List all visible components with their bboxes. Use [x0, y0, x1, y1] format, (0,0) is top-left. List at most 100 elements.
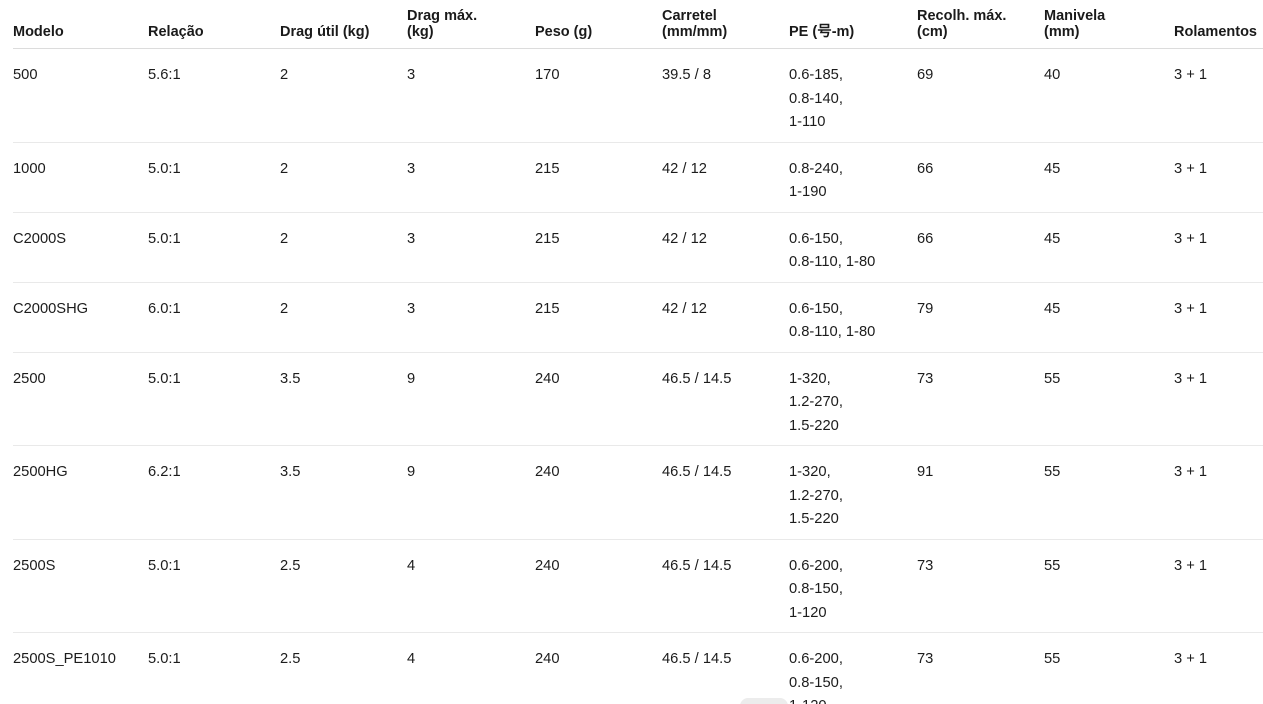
header-label-line: Rolamentos — [1174, 24, 1257, 40]
cell-manivela: 40 — [1044, 48, 1174, 143]
cell-carretel: 46.5 / 14.5 — [662, 632, 789, 704]
cell-pe: 0.6-150, 0.8-110, 1-80 — [789, 282, 917, 353]
table-header: Modelo Relação Drag útil (kg) Drag máx. (kg)… — [13, 0, 1263, 49]
header-label-line: Carretel — [662, 8, 717, 24]
cell-manivela: 45 — [1044, 212, 1174, 283]
cell-carretel: 42 / 12 — [662, 142, 789, 213]
header-label-line: Recolh. máx. — [917, 8, 1007, 24]
cell-modelo: C2000S — [13, 212, 148, 283]
cell-modelo: C2000SHG — [13, 282, 148, 353]
cell-rolamentos: 3 + 1 — [1174, 539, 1263, 633]
cell-recolh: 79 — [917, 282, 1044, 353]
bottom-partial-pill — [740, 698, 788, 704]
cell-drag_max: 9 — [407, 352, 535, 446]
pe-line: 0.6-150, — [789, 230, 843, 247]
cell-drag_util: 2.5 — [280, 632, 407, 704]
cell-pe: 0.6-150, 0.8-110, 1-80 — [789, 212, 917, 283]
cell-recolh: 91 — [917, 445, 1044, 540]
cell-peso: 215 — [535, 212, 662, 283]
pe-line: 0.8-140, — [789, 90, 843, 107]
table-row: 2500 5.0:1 3.5 9 240 46.5 / 14.5 1-320, 1.2-270… — [13, 352, 1263, 446]
cell-modelo: 1000 — [13, 142, 148, 213]
cell-relacao: 5.0:1 — [148, 142, 280, 213]
cell-recolh: 66 — [917, 142, 1044, 213]
header-label-line: Drag útil (kg) — [280, 24, 370, 40]
cell-relacao: 5.0:1 — [148, 539, 280, 633]
cell-drag_max: 3 — [407, 142, 535, 213]
cell-modelo: 2500HG — [13, 445, 148, 540]
cell-carretel: 42 / 12 — [662, 282, 789, 353]
pe-line: 0.8-110, 1-80 — [789, 254, 876, 270]
cell-relacao: 5.0:1 — [148, 212, 280, 283]
table-row: C2000S 5.0:1 2 3 215 42 / 12 0.6-150, 0.8-110, … — [13, 212, 1263, 283]
cell-rolamentos: 3 + 1 — [1174, 352, 1263, 446]
pe-line: 0.6-150, — [789, 300, 843, 317]
pe-line: 0.8-110, 1-80 — [789, 324, 876, 340]
cell-peso: 240 — [535, 352, 662, 446]
header-cell-recolh: Recolh. máx. (cm) — [917, 0, 1044, 49]
pe-line: 0.6-185, — [789, 67, 843, 83]
cell-drag_max: 3 — [407, 212, 535, 283]
cell-drag_util: 2 — [280, 48, 407, 143]
header-label-line: (kg) — [407, 24, 434, 40]
table-body: 500 5.6:1 2 3 170 39.5 / 8 0.6-185, 0.8-140, 1-1… — [13, 48, 1263, 704]
cell-pe: 1-320, 1.2-270, 1.5-220 — [789, 445, 917, 540]
cell-drag_util: 2 — [280, 212, 407, 283]
header-row: Modelo Relação Drag útil (kg) Drag máx. (kg)… — [13, 0, 1263, 49]
table-row: 2500HG 6.2:1 3.5 9 240 46.5 / 14.5 1-320, 1.2-2… — [13, 445, 1263, 540]
header-label-line: PE (号-m) — [789, 24, 855, 40]
cell-recolh: 69 — [917, 48, 1044, 143]
header-cell-drag_util: Drag útil (kg) — [280, 0, 407, 49]
header-label-line: Peso (g) — [535, 24, 593, 40]
cell-drag_util: 2 — [280, 282, 407, 353]
header-cell-manivela: Manivela (mm) — [1044, 0, 1174, 49]
cell-pe: 0.6-185, 0.8-140, 1-110 — [789, 48, 917, 143]
pe-line: 1-120 — [789, 695, 905, 704]
cell-modelo: 2500 — [13, 352, 148, 446]
cell-peso: 215 — [535, 282, 662, 353]
cell-drag_util: 3.5 — [280, 352, 407, 446]
cell-drag_max: 4 — [407, 632, 535, 704]
cell-manivela: 55 — [1044, 352, 1174, 446]
cell-relacao: 5.0:1 — [148, 352, 280, 446]
cell-rolamentos: 3 + 1 — [1174, 142, 1263, 213]
cell-drag_util: 2.5 — [280, 539, 407, 633]
header-cell-relacao: Relação — [148, 0, 280, 49]
table-row: 1000 5.0:1 2 3 215 42 / 12 0.8-240, 1-190 66 45 3 … — [13, 142, 1263, 213]
header-cell-carretel: Carretel (mm/mm) — [662, 0, 789, 49]
spec-table: Modelo Relação Drag útil (kg) Drag máx. (kg)… — [13, 0, 1263, 704]
cell-modelo: 500 — [13, 48, 148, 143]
header-cell-modelo: Modelo — [13, 0, 148, 49]
pe-line: 1.2-270, — [789, 487, 843, 504]
cell-relacao: 5.6:1 — [148, 48, 280, 143]
cell-modelo: 2500S_PE1010 — [13, 632, 148, 704]
header-label-line: (mm/mm) — [662, 24, 728, 40]
pe-line: 0.8-150, — [789, 581, 843, 597]
cell-drag_max: 4 — [407, 539, 535, 633]
header-label-line: (cm) — [917, 24, 948, 40]
cell-peso: 215 — [535, 142, 662, 213]
cell-peso: 170 — [535, 48, 662, 143]
table-row: 2500S 5.0:1 2.5 4 240 46.5 / 14.5 0.6-200, 0.8-… — [13, 539, 1263, 633]
cell-carretel: 39.5 / 8 — [662, 48, 789, 143]
cell-drag_max: 9 — [407, 445, 535, 540]
cell-drag_util: 3.5 — [280, 445, 407, 540]
cell-rolamentos: 3 + 1 — [1174, 632, 1263, 704]
cell-manivela: 55 — [1044, 539, 1174, 633]
cell-rolamentos: 3 + 1 — [1174, 282, 1263, 353]
cell-peso: 240 — [535, 445, 662, 540]
cell-carretel: 46.5 / 14.5 — [662, 352, 789, 446]
cell-rolamentos: 3 + 1 — [1174, 445, 1263, 540]
header-cell-rolamentos: Rolamentos — [1174, 0, 1263, 49]
header-label-line: Modelo — [13, 24, 64, 40]
cell-drag_max: 3 — [407, 48, 535, 143]
cell-peso: 240 — [535, 632, 662, 704]
header-cell-pe: PE (号-m) — [789, 0, 917, 49]
header-label-line: Manivela — [1044, 8, 1106, 24]
cell-pe: 1-320, 1.2-270, 1.5-220 — [789, 352, 917, 446]
cell-carretel: 46.5 / 14.5 — [662, 539, 789, 633]
pe-line: 1.5-220 — [789, 511, 839, 527]
pe-line: 1.2-270, — [789, 394, 843, 410]
cell-drag_max: 3 — [407, 282, 535, 353]
